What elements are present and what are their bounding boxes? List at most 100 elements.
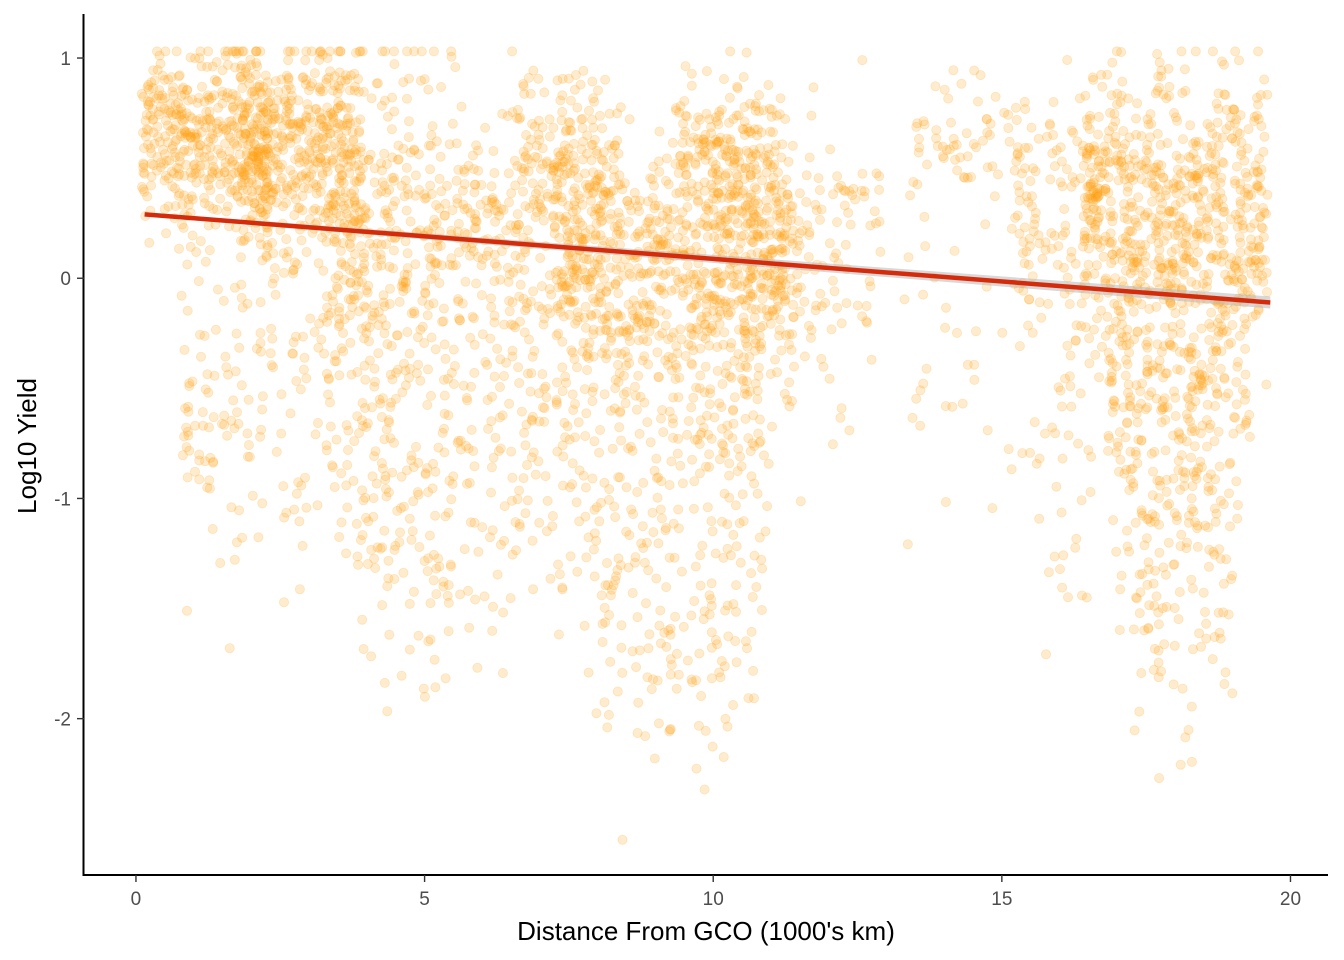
data-point	[139, 186, 150, 197]
data-point	[687, 454, 698, 465]
data-point	[1225, 457, 1236, 468]
data-point	[1003, 444, 1014, 455]
data-point	[357, 46, 368, 57]
data-point	[587, 396, 598, 407]
data-point	[483, 423, 494, 434]
data-point	[1055, 385, 1066, 396]
data-point	[695, 429, 706, 440]
data-point	[469, 517, 480, 528]
data-point	[1154, 519, 1165, 530]
data-point	[184, 378, 195, 389]
data-point	[557, 362, 568, 373]
data-point	[273, 113, 284, 124]
data-point	[735, 557, 746, 568]
data-point	[1080, 90, 1091, 101]
data-point	[644, 310, 655, 321]
data-point	[1061, 164, 1072, 175]
data-point	[777, 139, 788, 150]
data-point	[1170, 229, 1181, 240]
data-point	[741, 47, 752, 58]
data-point	[689, 596, 700, 607]
data-point	[735, 362, 746, 373]
data-point	[431, 589, 442, 600]
data-point	[664, 230, 675, 241]
data-point	[220, 162, 231, 173]
data-point	[1123, 387, 1134, 398]
data-point	[211, 76, 222, 87]
data-point	[632, 612, 643, 623]
data-point	[643, 359, 654, 370]
data-point	[762, 501, 773, 512]
data-point	[230, 46, 241, 57]
data-point	[1186, 701, 1197, 712]
data-point	[215, 193, 226, 204]
data-point	[1098, 251, 1109, 262]
data-point	[742, 294, 753, 305]
data-point	[661, 641, 672, 652]
data-point	[491, 199, 502, 210]
data-point	[570, 318, 581, 329]
data-point	[372, 78, 383, 89]
data-point	[159, 103, 170, 114]
data-point	[1203, 481, 1214, 492]
data-point	[560, 215, 571, 226]
data-point	[750, 334, 761, 345]
data-point	[185, 167, 196, 178]
data-point	[621, 482, 632, 493]
data-point	[1011, 115, 1022, 126]
data-point	[899, 294, 910, 305]
data-point	[676, 566, 687, 577]
data-point	[1151, 591, 1162, 602]
data-point	[948, 140, 959, 151]
data-point	[160, 46, 171, 57]
data-point	[229, 62, 240, 73]
data-point	[978, 135, 989, 146]
data-point	[801, 196, 812, 207]
data-point	[845, 219, 856, 230]
data-point	[287, 131, 298, 142]
data-point	[583, 532, 594, 543]
data-point	[691, 293, 702, 304]
data-point	[763, 181, 774, 192]
data-point	[940, 496, 951, 507]
data-point	[143, 84, 154, 95]
data-point	[190, 53, 201, 64]
data-point	[160, 131, 171, 142]
data-point	[580, 228, 591, 239]
data-point	[220, 50, 231, 61]
data-point	[146, 148, 157, 159]
data-point	[1201, 618, 1212, 629]
data-point	[179, 344, 190, 355]
data-point	[237, 180, 248, 191]
data-point	[1169, 640, 1180, 651]
data-point	[918, 289, 929, 300]
data-point	[193, 276, 204, 287]
data-point	[138, 158, 149, 169]
data-point	[173, 71, 184, 82]
data-point	[722, 721, 733, 732]
data-point	[331, 356, 342, 367]
data-point	[1156, 417, 1167, 428]
data-point	[476, 290, 487, 301]
data-point	[560, 126, 571, 137]
data-point	[668, 204, 679, 215]
data-point	[713, 244, 724, 255]
data-point	[309, 326, 320, 337]
data-point	[1218, 607, 1229, 618]
data-point	[667, 137, 678, 148]
data-point	[733, 110, 744, 121]
data-point	[815, 288, 826, 299]
data-point	[604, 301, 615, 312]
data-point	[237, 302, 248, 313]
data-point	[225, 187, 236, 198]
data-point	[558, 480, 569, 491]
data-point	[372, 238, 383, 249]
data-point	[199, 174, 210, 185]
data-point	[143, 100, 154, 111]
data-point	[1013, 180, 1024, 191]
data-point	[540, 471, 551, 482]
data-point	[707, 741, 718, 752]
data-point	[1067, 172, 1078, 183]
data-point	[1116, 47, 1127, 58]
data-point	[357, 614, 368, 625]
